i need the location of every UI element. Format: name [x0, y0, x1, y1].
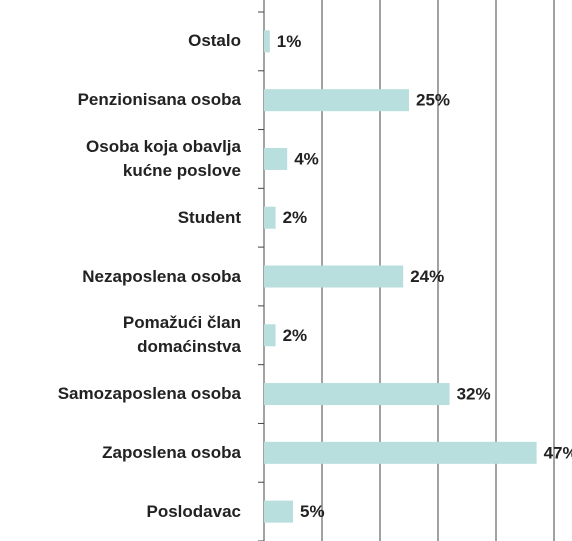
value-label: 2%	[283, 326, 308, 345]
value-label: 5%	[300, 502, 325, 521]
bar	[264, 324, 276, 347]
category-label: Nezaposlena osoba	[82, 266, 241, 286]
category-label: Student	[177, 207, 241, 227]
category-label: Osoba koja obavlja kućne poslove	[86, 136, 241, 180]
bar	[264, 206, 276, 229]
bar	[264, 265, 404, 288]
category-label: Ostalo	[188, 31, 241, 51]
value-label: 2%	[283, 208, 308, 227]
value-label: 25%	[416, 91, 450, 110]
value-label: 1%	[277, 32, 302, 51]
category-label: Zaposlena osoba	[102, 442, 241, 462]
category-label: Pomažući član domaćinstva	[122, 313, 241, 357]
value-label: 4%	[294, 149, 319, 168]
category-label: Poslodavac	[146, 501, 242, 521]
bar	[264, 500, 293, 523]
bar	[264, 89, 409, 112]
value-label: 32%	[457, 385, 491, 404]
bar	[264, 383, 450, 406]
category-label: Penzionisana osoba	[77, 90, 241, 110]
bar	[264, 441, 537, 464]
value-label: 47%	[544, 443, 572, 462]
category-label: Samozaposlena osoba	[57, 384, 241, 404]
value-label: 24%	[410, 267, 444, 286]
bar	[264, 30, 270, 53]
bar	[264, 147, 288, 170]
